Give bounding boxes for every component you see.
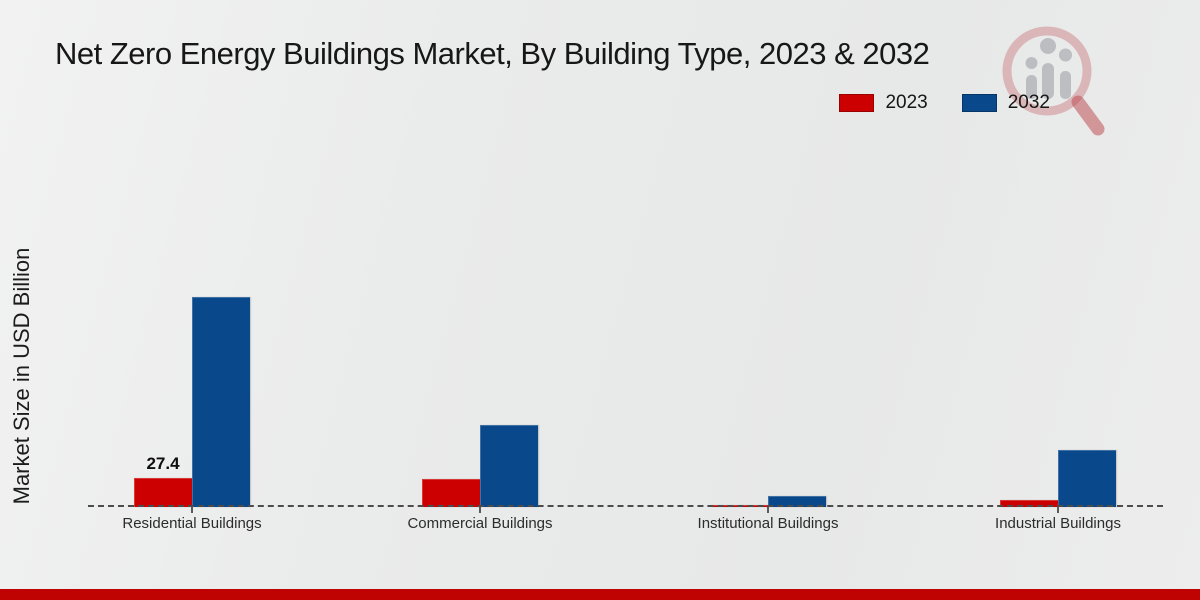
legend-label-2023: 2023 xyxy=(885,92,928,113)
bar-group-0 xyxy=(134,277,250,507)
bar-2032-category-0 xyxy=(192,297,250,507)
x-axis-tick-1 xyxy=(479,507,481,513)
bar-2023-category-1 xyxy=(422,478,480,507)
category-label-3: Industrial Buildings xyxy=(995,515,1121,532)
legend-swatch-2032 xyxy=(961,94,997,112)
legend-item-2032: 2032 xyxy=(961,92,1050,114)
category-label-2: Institutional Buildings xyxy=(697,515,839,532)
magnifier-ring-icon xyxy=(1002,26,1092,116)
bar-2023-category-0 xyxy=(134,477,192,507)
legend-label-2032: 2032 xyxy=(1007,92,1050,113)
bar-value-label: 27.4 xyxy=(146,453,180,473)
bar-chart-glyph-icon xyxy=(1025,38,1072,99)
category-label-0: Residential Buildings xyxy=(122,515,262,532)
bar-2032-category-3 xyxy=(1058,449,1116,507)
x-axis-tick-2 xyxy=(767,507,769,513)
legend-swatch-2023 xyxy=(839,94,875,112)
bar-group-2 xyxy=(710,277,826,507)
legend: 2023 2032 xyxy=(839,92,1050,114)
x-axis-baseline xyxy=(88,505,1163,507)
category-label-1: Commercial Buildings xyxy=(407,515,553,532)
watermark-magnifier-logo xyxy=(1002,26,1105,136)
bar-2032-category-2 xyxy=(768,496,826,507)
chart-title: Net Zero Energy Buildings Market, By Bui… xyxy=(55,36,930,71)
x-axis-tick-3 xyxy=(1057,507,1059,513)
footer-accent-bar xyxy=(0,589,1200,600)
bar-group-3 xyxy=(1000,277,1116,507)
magnifier-handle-icon xyxy=(1071,95,1105,136)
bar-2023-category-3 xyxy=(1000,499,1058,507)
bar-2032-category-1 xyxy=(480,425,538,507)
x-axis-tick-0 xyxy=(191,507,193,513)
legend-item-2023: 2023 xyxy=(839,92,928,114)
bar-group-1 xyxy=(422,277,538,507)
